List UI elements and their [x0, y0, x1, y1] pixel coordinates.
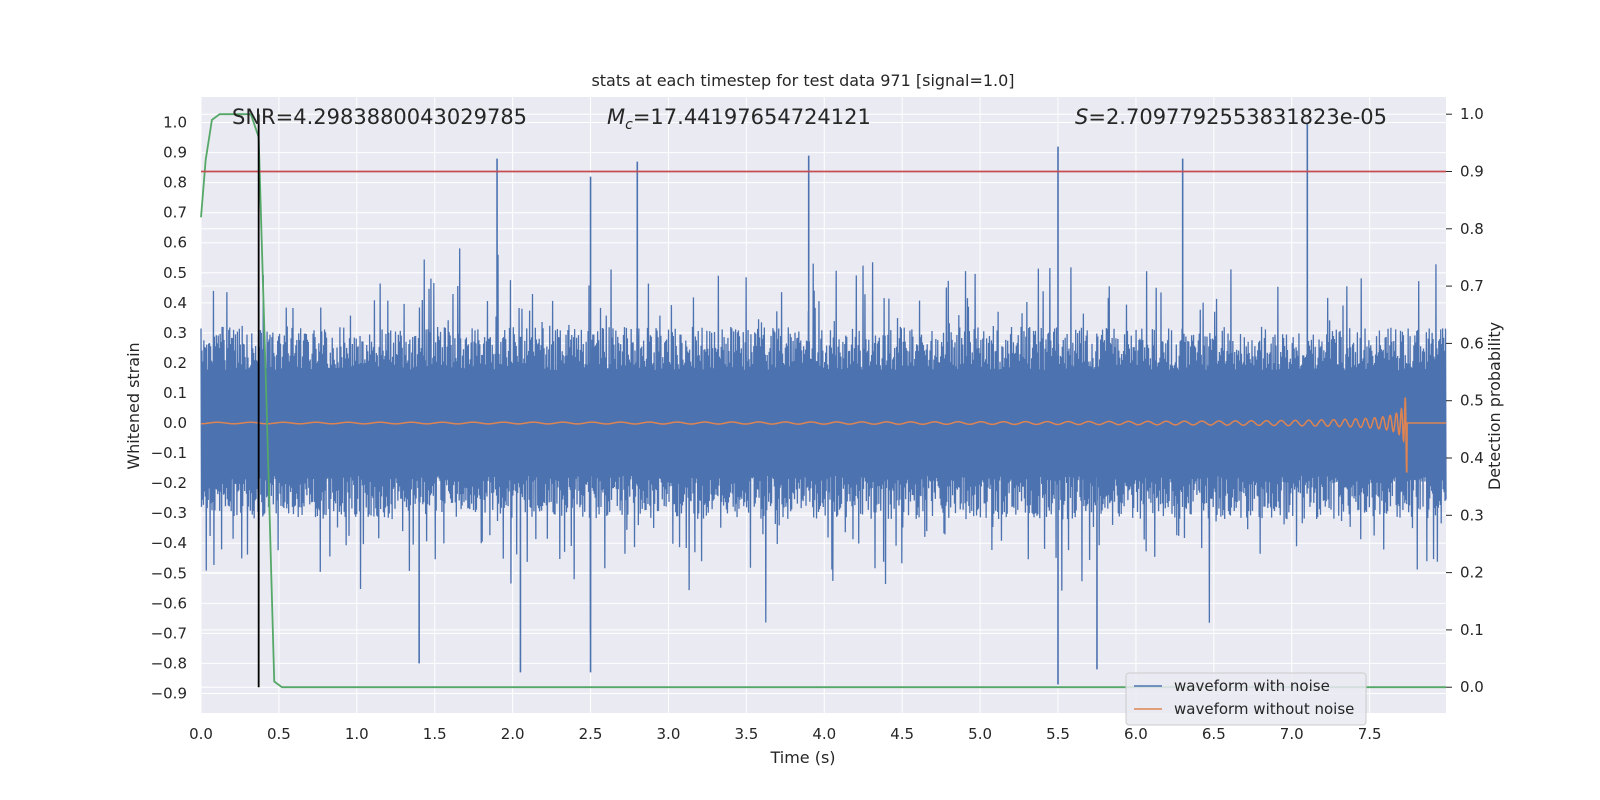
probability-trace [200, 113, 1446, 689]
noise-trace [200, 248, 1447, 635]
chirp-mass-annotation: Mc=17.44197654724121 [607, 105, 871, 133]
right-y-tick-label: 0.6 [1460, 334, 1484, 352]
left-y-axis-label: Whitened strain [124, 342, 143, 469]
right-y-tick-label: 0.0 [1460, 678, 1484, 696]
x-tick-label: 3.0 [657, 725, 681, 743]
s-value: =2.7097792553831823e-05 [1088, 105, 1387, 129]
left-y-tick-label: 0.4 [163, 294, 187, 312]
x-tick-label: 0.0 [189, 725, 213, 743]
left-y-axis-ticks: 1.0 0.9 0.8 0.7 0.6 0.5 0.4 0.3 0.2 0.1 0.0 −0.1 −0.… [151, 114, 187, 703]
x-tick-label: 5.0 [968, 725, 992, 743]
right-y-tick-label: 0.5 [1460, 392, 1484, 410]
right-y-tick-label: 0.2 [1460, 564, 1484, 582]
s-annotation: S=2.7097792553831823e-05 [1075, 105, 1387, 129]
right-y-tick-label: 0.3 [1460, 506, 1484, 524]
legend: waveform with noise waveform without noi… [1125, 672, 1367, 726]
x-tick-label: 3.5 [734, 725, 758, 743]
x-axis-label: Time (s) [769, 748, 835, 767]
x-tick-label: 1.0 [345, 725, 369, 743]
chirp-mass-value: =17.44197654724121 [633, 105, 871, 129]
x-tick-label: 4.0 [812, 725, 836, 743]
x-tick-label: 2.0 [501, 725, 525, 743]
detection-probability-series [200, 113, 1446, 689]
x-tick-label: 6.0 [1124, 725, 1148, 743]
chirp-mass-symbol: M [607, 105, 625, 129]
right-y-tick-label: 0.8 [1460, 220, 1484, 238]
left-y-tick-label: 0.2 [163, 354, 187, 372]
s-symbol: S [1075, 105, 1088, 129]
right-y-tick-label: 0.7 [1460, 277, 1484, 295]
x-tick-label: 6.5 [1202, 725, 1226, 743]
left-y-tick-label: 0.5 [163, 264, 187, 282]
right-y-axis-label: Detection probability [1485, 322, 1504, 490]
x-tick-label: 0.5 [267, 725, 291, 743]
x-tick-label: 7.5 [1358, 725, 1382, 743]
x-tick-label: 5.5 [1046, 725, 1070, 743]
right-y-tick-label: 0.4 [1460, 449, 1484, 467]
chirp-trace [201, 397, 1446, 473]
left-y-tick-label: −0.6 [151, 594, 187, 612]
waveform-without-noise-series [201, 397, 1446, 473]
x-axis-ticks: 0.0 0.5 1.0 1.5 2.0 2.5 3.0 3.5 4.0 4.5 5.0 5.5 6.0 6… [189, 725, 1382, 743]
left-y-tick-label: 0.1 [163, 384, 187, 402]
left-y-tick-label: 1.0 [163, 114, 187, 132]
snr-annotation: SNR=4.2983880043029785 [232, 105, 527, 129]
x-tick-label: 2.5 [579, 725, 603, 743]
left-y-tick-label: −0.8 [151, 654, 187, 672]
left-y-tick-label: 0.3 [163, 324, 187, 342]
left-y-tick-label: −0.7 [151, 624, 187, 642]
left-y-tick-label: −0.4 [151, 534, 187, 552]
right-y-tick-label: 0.1 [1460, 621, 1484, 639]
right-y-tick-label: 1.0 [1460, 105, 1484, 123]
left-y-tick-label: −0.5 [151, 564, 187, 582]
left-y-tick-label: 0.9 [163, 144, 187, 162]
left-y-tick-label: −0.3 [151, 504, 187, 522]
left-y-tick-label: 0.8 [163, 174, 187, 192]
x-tick-label: 4.5 [890, 725, 914, 743]
legend-box [1125, 672, 1367, 726]
x-tick-label: 1.5 [423, 725, 447, 743]
waveform-with-noise-series [200, 122, 1447, 685]
left-y-tick-label: 0.6 [163, 234, 187, 252]
left-y-tick-label: 0.7 [163, 204, 187, 222]
legend-label-clean: waveform without noise [1174, 700, 1354, 718]
left-y-tick-label: 0.0 [163, 414, 187, 432]
right-y-tick-label: 0.9 [1460, 162, 1484, 180]
left-y-tick-label: −0.1 [151, 444, 187, 462]
x-tick-label: 7.0 [1280, 725, 1304, 743]
chirp-mass-subscript: c [625, 117, 633, 133]
chart-title: stats at each timestep for test data 971… [591, 71, 1014, 90]
left-y-tick-label: −0.2 [151, 474, 187, 492]
right-y-axis-ticks: 1.0 0.9 0.8 0.7 0.6 0.5 0.4 0.3 0.2 0.1 0.0 [1446, 105, 1484, 696]
legend-label-noise: waveform with noise [1174, 677, 1330, 695]
left-y-tick-label: −0.9 [151, 684, 187, 702]
